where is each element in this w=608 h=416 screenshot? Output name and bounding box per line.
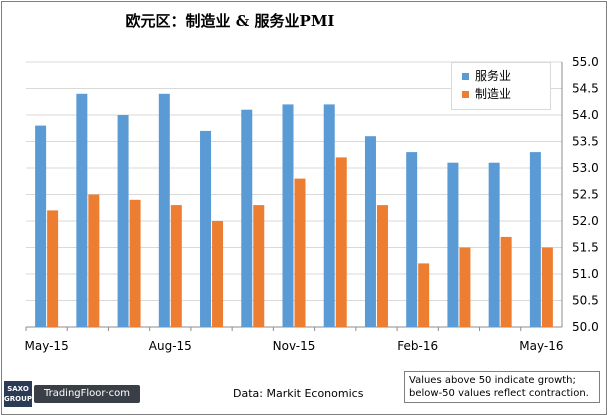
x-tick-label: May-15 [25, 339, 69, 353]
bar-services [323, 104, 335, 328]
y-tick-label: 54.0 [572, 108, 599, 122]
legend-item-services: 服务业 [462, 67, 511, 85]
tradingfloor-logo: TradingFloor·com [34, 385, 140, 403]
bar-manufacturing [294, 178, 306, 327]
y-tick-label: 52.5 [572, 188, 599, 202]
bar-services [488, 162, 500, 327]
note-line-1: Values above 50 indicate growth; [409, 375, 576, 386]
bar-manufacturing [418, 263, 430, 327]
legend-label-manufacturing: 制造业 [475, 87, 512, 101]
x-tick-label: Nov-15 [273, 339, 316, 353]
chart-title: 欧元区：制造业 & 服务业PMI [125, 12, 335, 30]
bar-services [158, 93, 170, 327]
bar-manufacturing [459, 247, 471, 327]
y-tick-label: 50.5 [572, 294, 599, 308]
y-tick-label: 53.5 [572, 135, 599, 149]
bar-services [200, 130, 212, 327]
saxo-logo-text: SAXO [7, 385, 29, 393]
bar-services [406, 152, 418, 327]
legend-label-services: 服务业 [475, 69, 512, 83]
bar-manufacturing [376, 205, 388, 327]
y-tick-label: 55.0 [572, 55, 599, 69]
bar-services [241, 109, 253, 327]
bar-manufacturing [170, 205, 182, 327]
bar-manufacturing [541, 247, 553, 327]
y-tick-label: 51.0 [572, 267, 599, 281]
bar-services [447, 162, 459, 327]
bar-manufacturing [253, 205, 265, 327]
y-tick-label: 50.0 [572, 320, 599, 334]
saxo-logo: SAXO GROUP [4, 381, 32, 407]
x-tick-label: Feb-16 [397, 339, 438, 353]
legend-swatch-manufacturing [462, 91, 469, 98]
bar-services [364, 136, 376, 327]
y-tick-label: 52.0 [572, 214, 599, 228]
note-line-2: below-50 values reflect contraction. [409, 388, 589, 399]
interpretation-note: Values above 50 indicate growth; below-5… [404, 371, 600, 403]
bar-manufacturing [335, 157, 347, 327]
bar-services [117, 115, 129, 327]
legend: 服务业 制造业 [451, 62, 551, 110]
data-source: Data: Markit Economics [233, 387, 364, 400]
bar-services [76, 93, 88, 327]
bar-manufacturing [47, 210, 59, 327]
x-tick-label: May-16 [519, 339, 563, 353]
bar-manufacturing [500, 236, 512, 327]
legend-item-manufacturing: 制造业 [462, 85, 511, 103]
x-tick-label: Aug-15 [149, 339, 192, 353]
bar-services [282, 104, 294, 328]
saxo-logo-subtext: GROUP [4, 395, 32, 403]
y-tick-label: 54.5 [572, 82, 599, 96]
bar-manufacturing [88, 194, 100, 327]
bar-manufacturing [212, 221, 224, 327]
bar-services [529, 152, 541, 327]
bar-manufacturing [129, 199, 141, 327]
y-tick-label: 53.0 [572, 161, 599, 175]
bar-services [35, 125, 47, 327]
legend-swatch-services [462, 73, 469, 80]
y-tick-label: 51.5 [572, 241, 599, 255]
